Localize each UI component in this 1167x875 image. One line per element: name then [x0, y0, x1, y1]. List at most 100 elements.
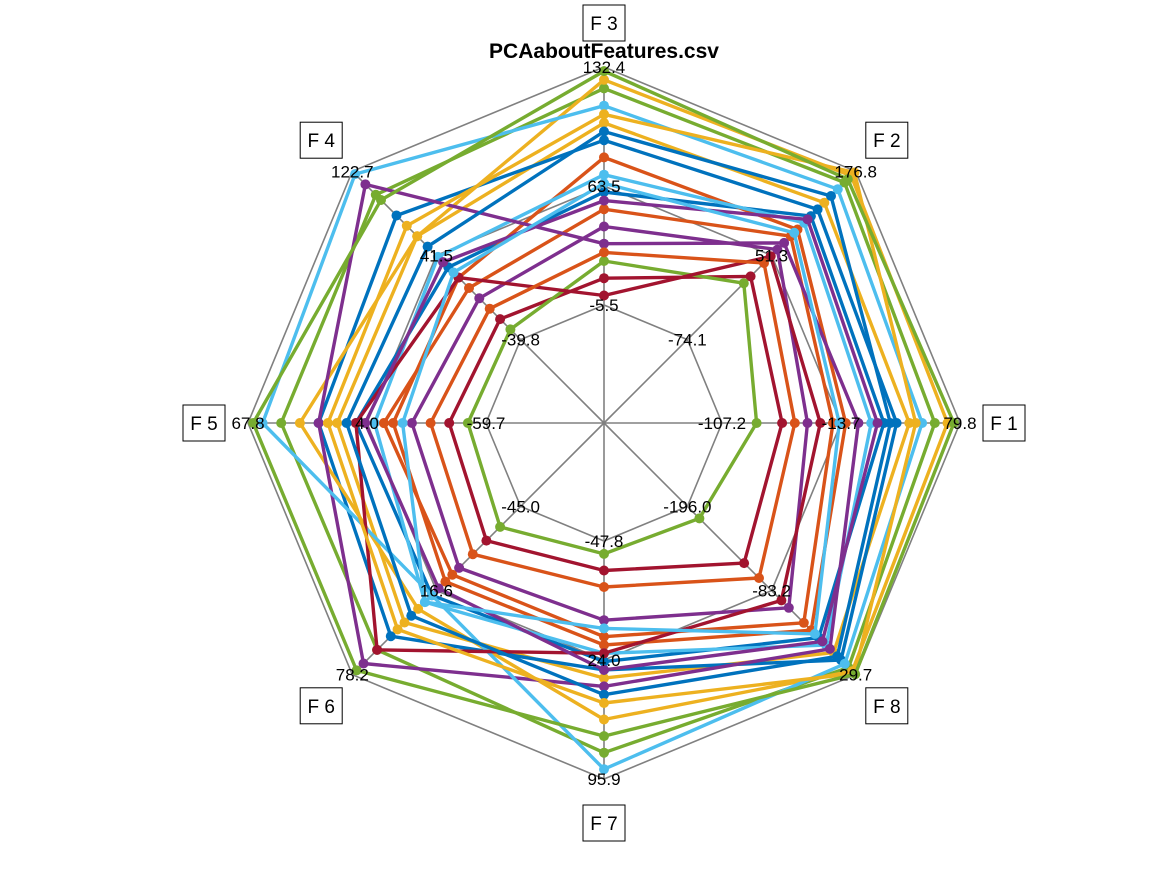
data-point — [341, 418, 352, 428]
data-point — [599, 290, 609, 301]
axis-name: F 8 — [873, 697, 900, 718]
axis-label-box — [182, 404, 226, 442]
data-point — [929, 418, 940, 428]
tick-label: -74.1 — [668, 331, 707, 350]
data-point — [495, 314, 506, 325]
data-point — [448, 267, 459, 278]
data-point — [467, 549, 478, 560]
data-point — [406, 418, 417, 428]
data-point — [853, 418, 864, 428]
data-point — [599, 631, 609, 642]
data-point — [849, 167, 860, 178]
data-point — [738, 278, 749, 289]
data-point — [360, 179, 371, 190]
axis-name: F 1 — [990, 414, 1017, 435]
data-point — [406, 610, 417, 621]
data-point — [777, 418, 788, 428]
series-13 — [257, 100, 928, 775]
axis-label-box — [865, 687, 909, 725]
axis-label-box — [582, 4, 626, 42]
data-point — [599, 204, 609, 215]
data-point — [910, 418, 921, 428]
data-point — [376, 195, 386, 205]
data-point — [599, 714, 609, 725]
tick-label: 24.0 — [587, 651, 620, 670]
data-point — [438, 257, 449, 268]
data-point — [599, 681, 609, 692]
axis-label-6: F 6 — [299, 687, 343, 725]
data-point — [599, 256, 609, 266]
data-point — [422, 241, 433, 252]
data-point — [779, 237, 790, 248]
data-point — [391, 210, 402, 221]
data-point — [505, 324, 516, 335]
data-point — [350, 418, 361, 428]
data-point — [754, 573, 764, 583]
tick-label: 29.7 — [839, 666, 872, 685]
data-point — [599, 565, 609, 576]
data-point — [817, 636, 828, 647]
data-point — [484, 303, 495, 314]
axis-label-5: F 5 — [182, 404, 226, 442]
data-point — [802, 214, 813, 225]
series-11 — [313, 179, 864, 692]
data-point — [454, 562, 465, 573]
series-14 — [350, 251, 826, 659]
tick-label: 63.5 — [587, 177, 620, 196]
data-point — [599, 74, 609, 85]
data-point — [599, 117, 609, 128]
series-18 — [360, 195, 883, 675]
series-layer — [248, 66, 959, 775]
axis-label-7: F 7 — [582, 804, 626, 842]
data-point — [599, 615, 609, 626]
data-point — [350, 169, 361, 180]
data-point — [599, 548, 609, 559]
data-point — [401, 220, 412, 231]
data-point — [948, 418, 959, 428]
data-point — [599, 623, 609, 634]
series-15 — [341, 126, 896, 700]
data-point — [850, 669, 861, 680]
data-point — [372, 644, 383, 655]
data-point — [426, 590, 437, 601]
data-point — [332, 418, 343, 428]
data-point — [425, 418, 436, 428]
axis-label-2: F 2 — [865, 121, 909, 159]
data-point — [599, 83, 609, 94]
data-point — [257, 418, 268, 428]
data-point — [834, 418, 845, 428]
axis-label-8: F 8 — [865, 687, 909, 725]
data-point — [433, 583, 444, 594]
data-point — [824, 643, 835, 654]
series-19 — [248, 66, 959, 742]
tick-label: -5.5 — [589, 296, 618, 315]
data-point — [809, 628, 820, 639]
data-point — [815, 418, 826, 428]
tick-label: -107.2 — [698, 414, 746, 433]
tick-label: 4.0 — [355, 414, 379, 433]
data-point — [599, 152, 609, 163]
tick-label: -47.8 — [585, 532, 624, 551]
data-point — [599, 100, 609, 111]
tick-label: 122.7 — [331, 162, 374, 181]
data-point — [842, 174, 853, 185]
data-point — [599, 640, 609, 650]
tick-label: 67.8 — [231, 414, 264, 433]
tick-label: 78.2 — [336, 666, 369, 685]
data-point — [694, 513, 705, 524]
data-point — [481, 535, 492, 546]
tick-label: -39.8 — [501, 331, 540, 350]
tick-label: 132.4 — [583, 58, 626, 77]
data-point — [276, 418, 287, 428]
tick-label: 16.6 — [420, 582, 453, 601]
data-point — [294, 418, 305, 428]
data-point — [599, 247, 609, 258]
data-point — [599, 664, 609, 675]
data-point — [322, 418, 333, 428]
data-point — [397, 418, 408, 428]
data-point — [819, 197, 830, 208]
data-point — [599, 178, 609, 189]
data-point — [599, 195, 609, 206]
data-point — [399, 617, 410, 628]
